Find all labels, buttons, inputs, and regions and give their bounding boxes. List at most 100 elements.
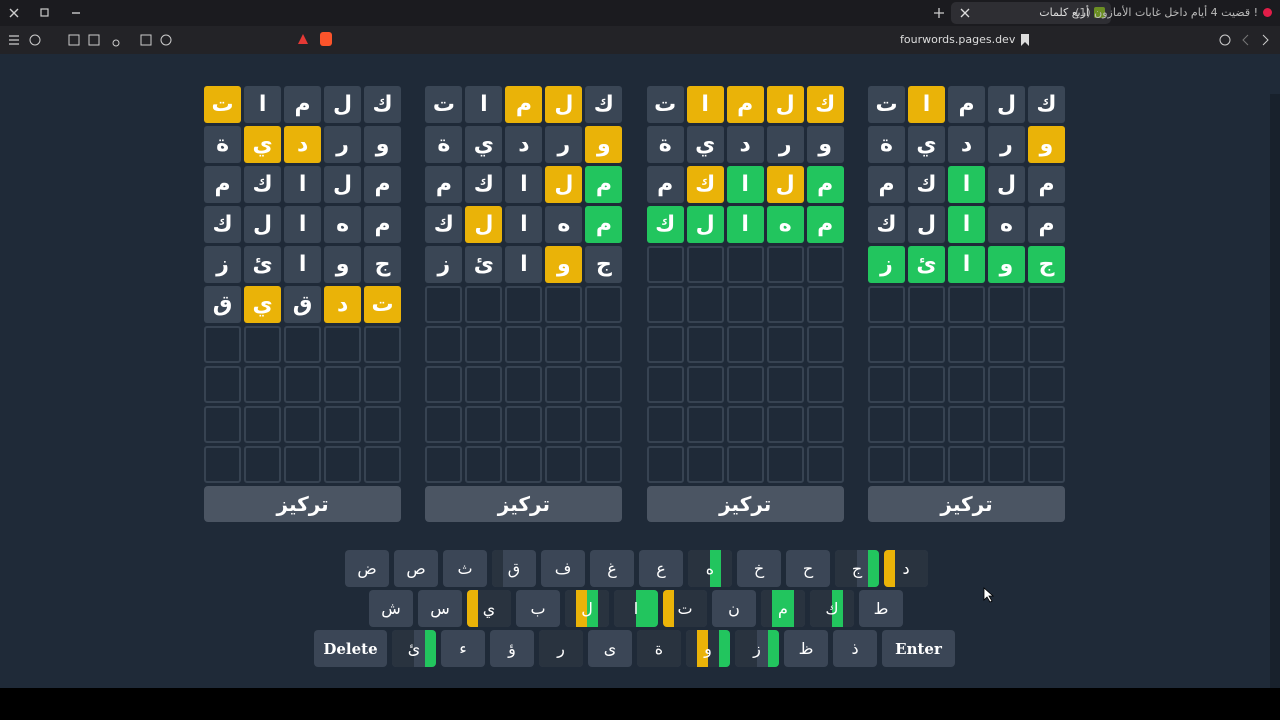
key[interactable]: ت <box>663 590 707 627</box>
key-strip <box>659 630 670 667</box>
key-strips <box>614 590 658 627</box>
key[interactable]: م <box>761 590 805 627</box>
key[interactable]: ئ <box>392 630 436 667</box>
key[interactable]: ة <box>637 630 681 667</box>
brave-icon[interactable] <box>298 34 308 44</box>
empty-tile <box>585 286 623 323</box>
tile: م <box>868 166 905 203</box>
key[interactable]: ط <box>859 590 903 627</box>
tile: م <box>948 86 985 123</box>
key-label: ي <box>482 599 496 618</box>
key-strip <box>625 590 636 627</box>
key[interactable]: Delete <box>314 630 387 667</box>
key[interactable]: ك <box>810 590 854 627</box>
key[interactable]: ر <box>539 630 583 667</box>
empty-tile <box>948 446 985 483</box>
key[interactable]: خ <box>737 550 781 587</box>
key[interactable]: ل <box>565 590 609 627</box>
key[interactable]: ن <box>712 590 756 627</box>
empty-tile <box>908 326 945 363</box>
key[interactable]: ؤ <box>490 630 534 667</box>
key-strip <box>402 590 413 627</box>
key[interactable]: د <box>884 550 928 587</box>
key[interactable]: Enter <box>882 630 955 667</box>
key-label: ط <box>873 599 889 618</box>
key[interactable]: ه <box>688 550 732 587</box>
key-label: ظ <box>798 639 814 658</box>
empty-tile <box>585 446 623 483</box>
tile: ت <box>646 86 684 123</box>
empty-tile <box>545 446 583 483</box>
key-strip <box>710 550 721 587</box>
focus-button[interactable]: تركيز <box>868 486 1065 522</box>
key-strip <box>451 590 462 627</box>
tile: د <box>726 126 764 163</box>
close-tab[interactable] <box>959 7 971 19</box>
tile: ه <box>766 206 804 243</box>
key-strip <box>821 590 832 627</box>
tile: ي <box>686 126 724 163</box>
key[interactable]: ص <box>394 550 438 587</box>
key[interactable]: ض <box>345 550 389 587</box>
key[interactable]: ح <box>786 550 830 587</box>
new-tab[interactable] <box>932 6 946 20</box>
key-strip <box>588 630 599 667</box>
active-tab[interactable]: أربع كلمات <box>951 2 1111 24</box>
key-strip <box>846 550 857 587</box>
key[interactable]: ث <box>443 550 487 587</box>
empty-tile <box>766 246 804 283</box>
key[interactable]: ا <box>614 590 658 627</box>
empty-tile <box>868 446 905 483</box>
key[interactable]: ق <box>492 550 536 587</box>
empty-tile <box>284 366 322 403</box>
key[interactable]: و <box>686 630 730 667</box>
empty-tile <box>948 326 985 363</box>
url[interactable]: fourwords.pages.dev <box>900 33 1016 46</box>
key[interactable]: ى <box>588 630 632 667</box>
key-strip <box>670 630 681 667</box>
tile: ل <box>988 86 1025 123</box>
focus-button[interactable]: تركيز <box>425 486 623 522</box>
key-label: ئ <box>407 639 421 658</box>
focus-button[interactable]: تركيز <box>646 486 844 522</box>
favicon <box>1263 8 1272 17</box>
key-strip <box>761 590 772 627</box>
shield-icon[interactable] <box>320 32 332 46</box>
focus-button[interactable]: تركيز <box>204 486 402 522</box>
empty-tile <box>646 246 684 283</box>
key[interactable]: س <box>418 590 462 627</box>
key[interactable]: ف <box>541 550 585 587</box>
key-strip <box>550 630 561 667</box>
key[interactable]: ش <box>369 590 413 627</box>
key[interactable]: ء <box>441 630 485 667</box>
empty-tile <box>908 366 945 403</box>
tab-title[interactable]: (1) قضيت 4 أيام داخل غابات الأمازون ! <box>1075 6 1258 19</box>
key-strip <box>686 630 697 667</box>
empty-tile <box>545 286 583 323</box>
key-label: ف <box>554 559 572 578</box>
tile: ك <box>585 86 623 123</box>
tile: ه <box>545 206 583 243</box>
empty-tile <box>806 326 844 363</box>
key[interactable]: ظ <box>784 630 828 667</box>
tile: ل <box>545 166 583 203</box>
key[interactable]: ز <box>735 630 779 667</box>
key[interactable]: ي <box>467 590 511 627</box>
empty-tile <box>988 406 1025 443</box>
key-strip <box>768 630 779 667</box>
key[interactable]: ج <box>835 550 879 587</box>
tile: ا <box>948 246 985 283</box>
empty-tile <box>766 286 804 323</box>
tile: و <box>988 246 1025 283</box>
key[interactable]: غ <box>590 550 634 587</box>
key-strip <box>810 590 821 627</box>
key[interactable]: ب <box>516 590 560 627</box>
empty-tile <box>1028 406 1065 443</box>
tile: ك <box>425 206 463 243</box>
key[interactable]: ع <box>639 550 683 587</box>
tile: م <box>806 166 844 203</box>
key[interactable]: ذ <box>833 630 877 667</box>
tile: ك <box>908 166 945 203</box>
key-strip <box>696 590 707 627</box>
tile: ج <box>1028 246 1065 283</box>
